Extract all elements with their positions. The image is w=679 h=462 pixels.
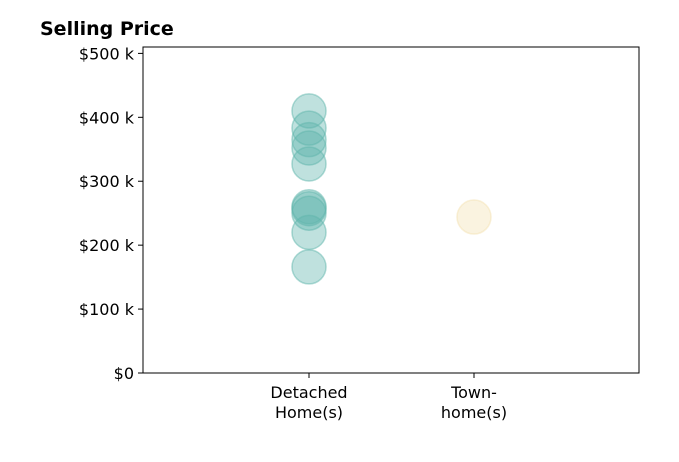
x-tick-label: Town- [450,383,497,402]
y-axis: $0 $100 k $200 k $300 k $400 k $500 k [79,44,143,383]
data-point [291,214,327,251]
x-tick-label: Home(s) [275,403,343,422]
data-point [291,195,327,231]
x-tick-label: home(s) [441,403,507,422]
y-tick-label: $400 k [79,108,135,127]
chart-title: Selling Price [40,18,174,40]
y-tick-label: $0 [114,364,134,383]
data-point [291,146,327,182]
data-point [291,121,327,158]
data-point [291,249,327,285]
y-tick-label: $500 k [79,44,135,63]
y-tick-label: $300 k [79,172,135,191]
x-tick-label: Detached [270,383,347,402]
data-point [456,199,492,235]
y-tick-label: $200 k [79,236,135,255]
data-points [291,93,492,285]
plot-frame [142,46,640,374]
data-point [291,130,327,166]
data-point [291,110,327,146]
y-tick-label: $100 k [79,300,135,319]
